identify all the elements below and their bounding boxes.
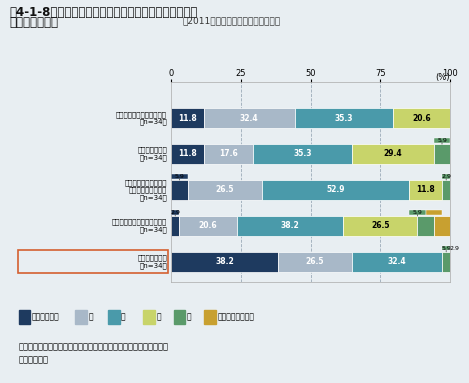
Bar [262,180,409,200]
Text: 評価に詳しい外部人材の利用
（n=34）: 評価に詳しい外部人材の利用 （n=34） [112,219,167,233]
Bar [204,144,253,164]
Text: (%): (%) [436,74,450,82]
Text: 投融資先評価に当たる
従業員への教育研修
（n=34）: 投融資先評価に当たる 従業員への教育研修 （n=34） [124,179,167,201]
Text: 35.3: 35.3 [334,114,353,123]
Text: 5.9: 5.9 [174,174,184,179]
Bar [171,180,188,200]
Bar [434,138,450,143]
Text: 2.9: 2.9 [449,246,459,250]
Text: 52.9: 52.9 [326,185,345,195]
Bar [426,210,442,214]
Text: 評価手法の確立
（n=34）: 評価手法の確立 （n=34） [137,255,167,269]
Text: （2011年度一般企業向け意識調査）: （2011年度一般企業向け意識調査） [183,16,281,25]
Text: 資料：環境省「環境情報の利用促進に関する検討委員会」資料より: 資料：環境省「環境情報の利用促進に関する検討委員会」資料より [19,343,169,352]
Text: 29.4: 29.4 [384,149,402,159]
Text: 5.9: 5.9 [413,210,423,215]
Text: 35.3: 35.3 [293,149,312,159]
Text: 26.5: 26.5 [305,257,324,266]
Text: 11.8: 11.8 [178,149,197,159]
Text: 図4-1-8　投融資先の環境・社会的取組の評価を行う上: 図4-1-8 投融資先の環境・社会的取組の評価を行う上 [9,6,198,19]
Text: 20.6: 20.6 [199,221,217,230]
Text: ２: ２ [156,313,161,321]
Text: 32.4: 32.4 [387,257,406,266]
Text: 11.8: 11.8 [416,185,435,195]
Text: 11.8: 11.8 [178,114,197,123]
Bar [171,210,179,214]
Bar [171,144,204,164]
Text: 2.9: 2.9 [170,210,180,215]
Bar [352,252,442,272]
Bar [343,216,417,236]
Text: 5.9: 5.9 [441,246,451,250]
Bar [179,216,237,236]
Text: 経営者による積極的な推進
（n=34）: 経営者による積極的な推進 （n=34） [116,111,167,125]
Text: 5.9: 5.9 [437,138,447,143]
Text: ５非常に有効: ５非常に有効 [32,313,60,321]
Bar [278,252,352,272]
Bar [450,246,458,250]
Bar [171,216,179,236]
Bar [442,174,450,178]
Text: 32.4: 32.4 [240,114,258,123]
Bar [442,246,450,250]
Bar [409,180,442,200]
Bar [442,180,450,200]
Text: 38.2: 38.2 [215,257,234,266]
Text: での有効な取組: での有効な取組 [9,16,58,29]
Text: １: １ [187,313,191,321]
Text: 2.9: 2.9 [441,174,451,179]
Bar [295,108,393,128]
Text: ０全く有効でない: ０全く有効でない [217,313,254,321]
Text: 38.2: 38.2 [280,221,299,230]
Bar [409,210,426,214]
Bar [434,216,450,236]
Bar [434,144,450,164]
Bar [459,252,467,272]
Bar [442,252,459,272]
Bar [204,108,295,128]
Text: 環境省作成: 環境省作成 [19,355,49,364]
Bar [253,144,352,164]
Text: 17.6: 17.6 [219,149,238,159]
Bar [237,216,343,236]
Bar [171,108,204,128]
Text: ３: ３ [121,313,126,321]
Bar [188,180,262,200]
Bar [171,252,278,272]
Bar [393,108,451,128]
Text: 専門部署の整備
（n=34）: 専門部署の整備 （n=34） [137,147,167,161]
Text: ４: ４ [88,313,93,321]
Bar [352,144,434,164]
Bar [417,216,434,236]
Bar [171,174,188,178]
Text: 26.5: 26.5 [371,221,390,230]
Text: 26.5: 26.5 [215,185,234,195]
Text: 20.6: 20.6 [412,114,431,123]
